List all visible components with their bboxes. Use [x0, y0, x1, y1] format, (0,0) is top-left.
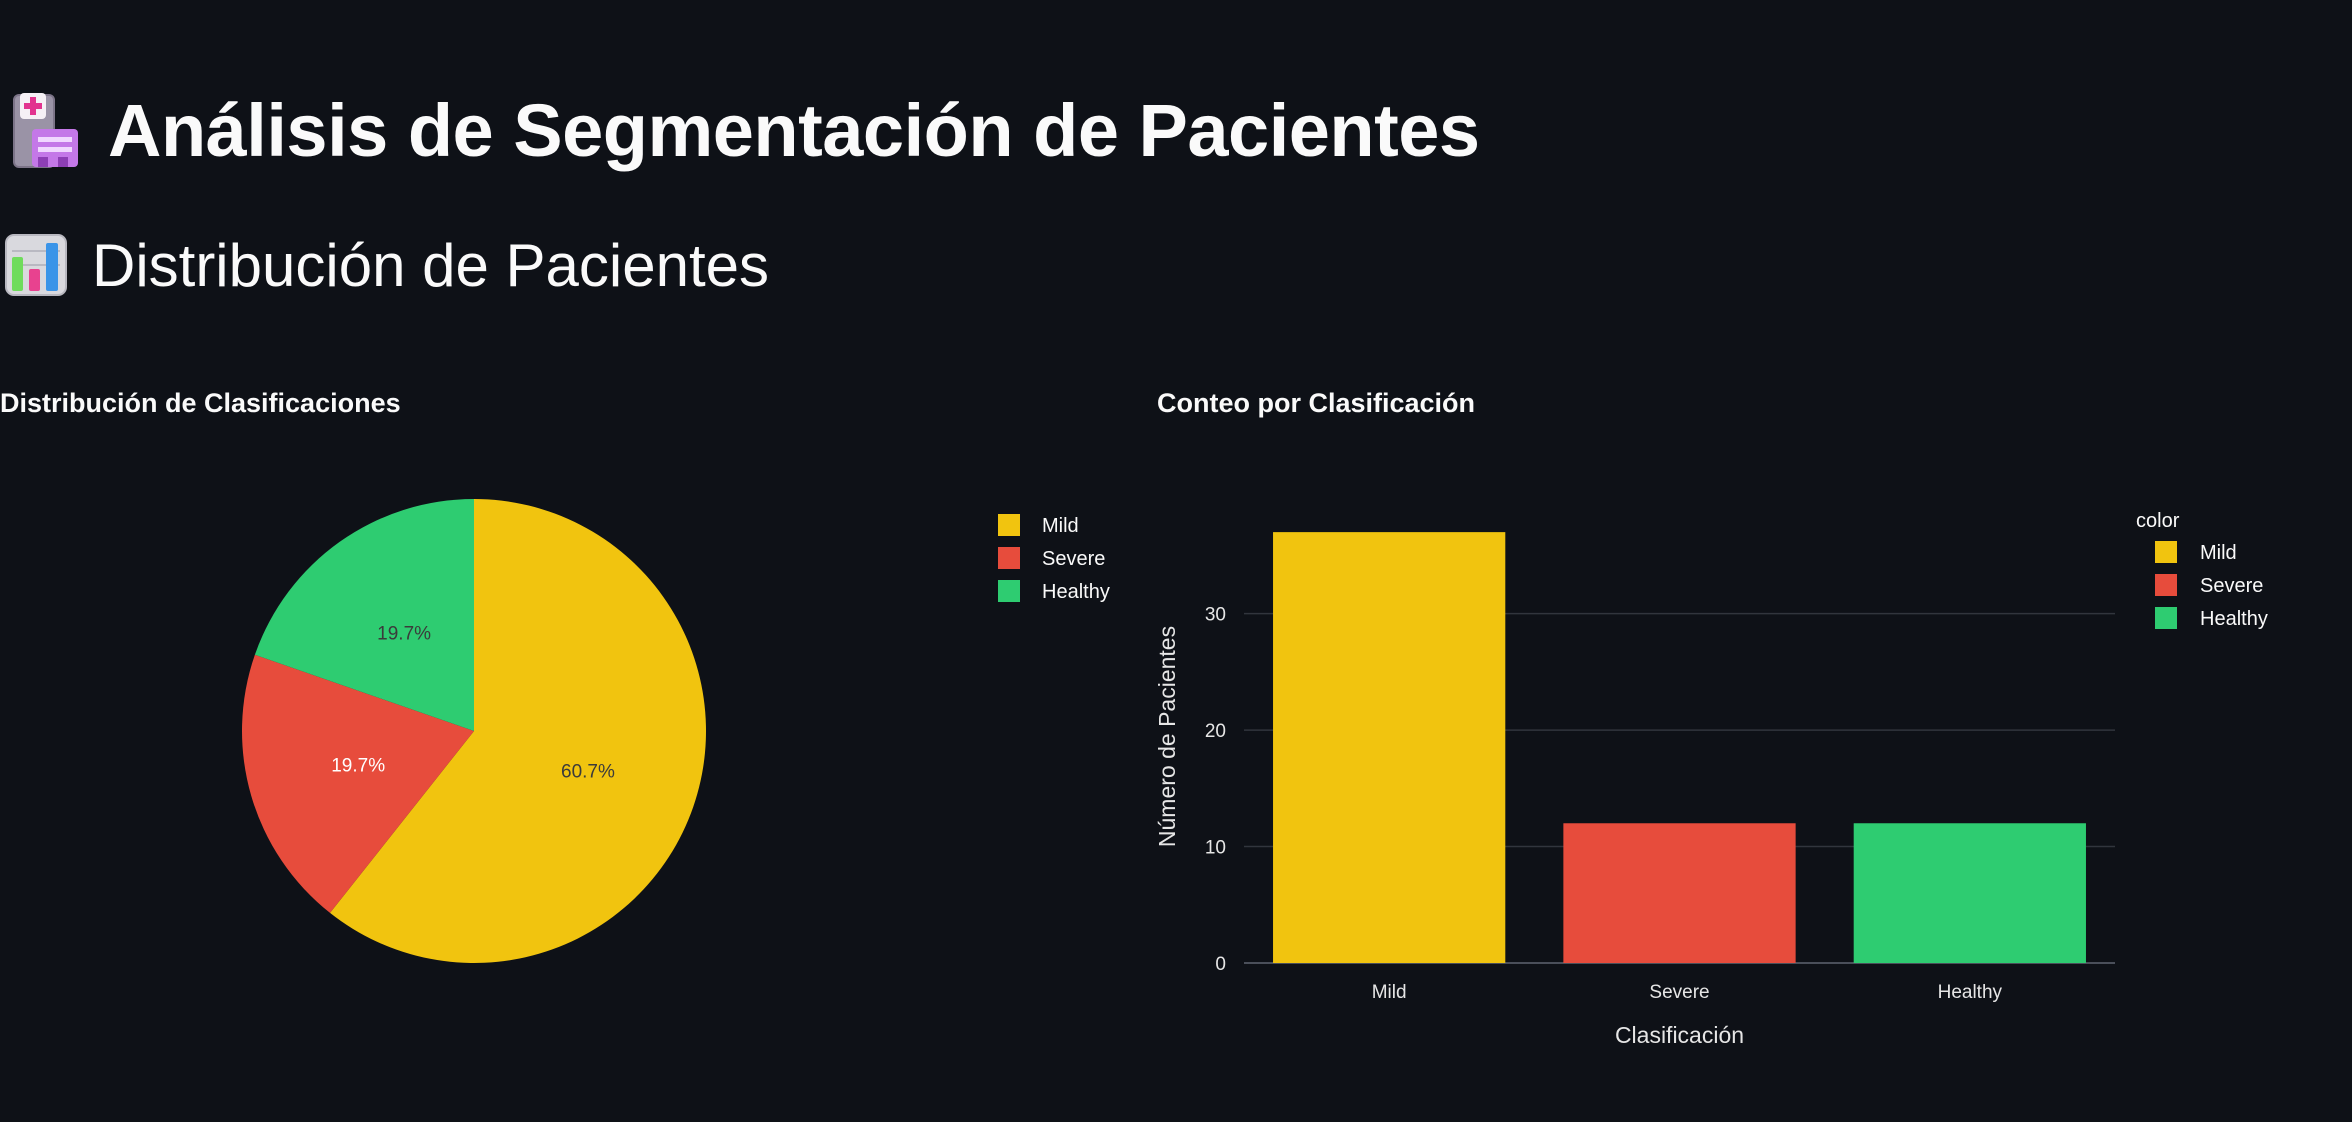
bar-chart-icon [5, 234, 67, 296]
pie-label-healthy: 19.7% [377, 624, 431, 645]
pie-slice-healthy[interactable] [254, 499, 474, 731]
pie-legend-swatch-severe[interactable] [998, 547, 1020, 569]
pie-chart-title: Distribución de Clasificaciones [0, 388, 401, 418]
pie-legend: Mild Severe Healthy [998, 514, 1110, 603]
bar-chart-title: Conteo por Clasificación [1157, 388, 1476, 418]
pie-label-severe: 19.7% [331, 756, 385, 777]
section-title: Distribución de Pacientes [92, 231, 770, 299]
pie-label-mild: 60.7% [561, 762, 615, 783]
page-title: Análisis de Segmentación de Pacientes [108, 88, 1480, 172]
pie-legend-swatch-healthy[interactable] [998, 580, 1020, 602]
hospital-icon [13, 93, 78, 168]
page-header: Análisis de Segmentación de Pacientes [12, 82, 1480, 178]
pie-legend-label-mild[interactable]: Mild [1042, 515, 1079, 537]
pie-slice-severe[interactable] [241, 654, 474, 913]
pie-slice-mild[interactable] [330, 499, 707, 963]
pie-legend-label-healthy[interactable]: Healthy [1042, 581, 1110, 603]
pie-legend-swatch-mild[interactable] [998, 514, 1020, 536]
section-header: Distribución de Pacientes [4, 228, 769, 302]
pie-legend-label-severe[interactable]: Severe [1042, 548, 1105, 570]
